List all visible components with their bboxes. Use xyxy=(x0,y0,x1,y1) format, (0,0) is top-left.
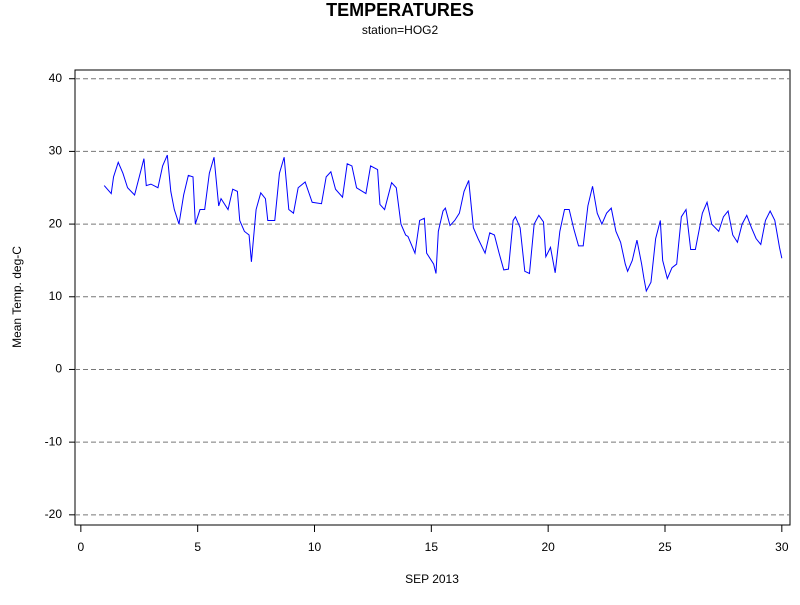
x-tick-label: 20 xyxy=(541,540,555,554)
x-tick-label: 0 xyxy=(77,540,84,554)
x-tick-label: 25 xyxy=(658,540,672,554)
x-tick-label: 15 xyxy=(425,540,439,554)
y-tick-label: 30 xyxy=(49,144,63,158)
data-line xyxy=(103,154,783,293)
chart-subtitle: station=HOG2 xyxy=(362,23,439,37)
y-tick-label: 10 xyxy=(49,289,63,303)
x-tick-label: 10 xyxy=(308,540,322,554)
y-tick-label: -20 xyxy=(45,507,63,521)
chart-title: TEMPERATURES xyxy=(326,0,474,20)
x-axis-label: SEP 2013 xyxy=(405,572,459,586)
y-tick-label: 20 xyxy=(49,216,63,230)
x-tick-label: 30 xyxy=(775,540,789,554)
x-tick-label: 5 xyxy=(194,540,201,554)
y-tick-label: 0 xyxy=(55,362,62,376)
y-tick-label: 40 xyxy=(49,71,63,85)
plot-frame xyxy=(74,69,791,526)
y-axis-label: Mean Temp. deg-C xyxy=(10,246,24,348)
y-tick-label: -10 xyxy=(45,434,63,448)
